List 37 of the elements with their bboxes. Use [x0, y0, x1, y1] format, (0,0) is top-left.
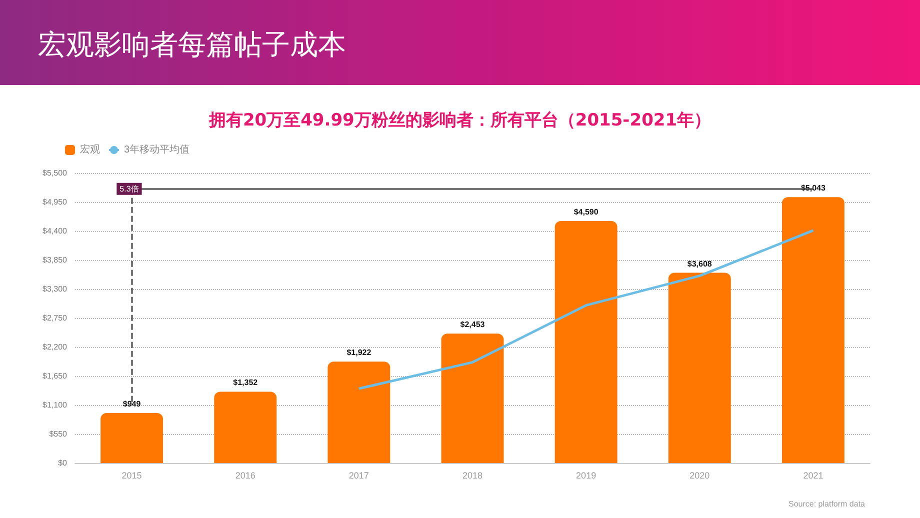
x-tick-label: 2015 — [122, 470, 142, 480]
bar — [441, 334, 504, 463]
chart-title: 宏观影响者每篇帖子成本 — [38, 27, 346, 63]
y-tick-label: $3,300 — [42, 284, 68, 294]
bar — [668, 272, 731, 463]
chart-subtitle: 拥有20万至49.99万粉丝的影响者：所有平台（2015-2021年） — [208, 110, 712, 130]
data-label: $1,352 — [233, 378, 258, 388]
bar — [328, 362, 390, 463]
data-label: $949 — [122, 399, 142, 408]
x-tick-label: 2017 — [348, 470, 369, 480]
source-note: Source: platform data — [788, 500, 866, 508]
ref-line-label: 5.3倍 — [120, 184, 139, 194]
x-tick-label: 2019 — [576, 470, 596, 480]
bar — [214, 392, 277, 463]
data-label: $1,922 — [346, 348, 372, 358]
bar — [100, 412, 164, 463]
y-tick-label: $0 — [58, 458, 68, 468]
y-tick-label: $3,850 — [42, 256, 68, 264]
y-tick-label: $2,200 — [42, 342, 68, 352]
data-label: $2,453 — [460, 320, 486, 330]
y-tick-label: $4,400 — [42, 226, 68, 236]
x-tick-label: 2018 — [462, 470, 483, 480]
x-tick-label: 2016 — [235, 470, 256, 480]
bar — [782, 197, 844, 463]
x-tick-label: 2021 — [803, 470, 824, 480]
data-label: $4,590 — [574, 207, 599, 216]
y-tick-label: $2,750 — [42, 314, 68, 322]
legend-label: 3年移动平均值 — [124, 144, 190, 156]
y-tick-label: $1,100 — [42, 400, 68, 410]
y-tick-label: $550 — [49, 430, 68, 438]
bar — [554, 220, 618, 463]
y-tick-label: $4,950 — [42, 198, 68, 206]
x-tick-label: 2020 — [690, 470, 710, 480]
y-tick-label: $5,500 — [42, 168, 68, 178]
data-label: $3,608 — [687, 259, 712, 268]
y-tick-label: $1,650 — [42, 372, 68, 380]
legend-label: 宏观 — [80, 144, 100, 156]
